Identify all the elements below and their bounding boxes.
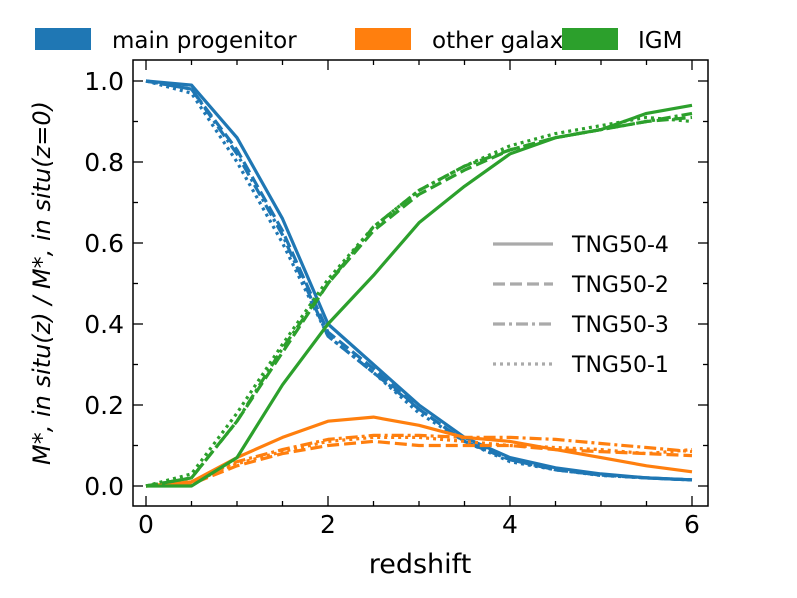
y-tick-label: 0.0: [84, 472, 124, 501]
legend-label: TNG50-2: [571, 273, 669, 298]
run-legend: TNG50-4 TNG50-2 TNG50-3 TNG50-1: [493, 233, 669, 378]
legend-label: TNG50-1: [571, 353, 669, 378]
legend-patch-other-galaxies: [355, 28, 411, 50]
x-tick-label: 2: [320, 510, 336, 539]
y-axis-label: M*, in situ(z) / M*, in situ(z=0): [28, 101, 56, 465]
legend-label: main progenitor: [112, 28, 297, 54]
y-tick-label: 1.0: [84, 67, 124, 96]
x-tick-label: 0: [138, 510, 154, 539]
series-line-IGM-TNG50-2: [145, 115, 693, 488]
y-tick-label: 0.6: [84, 229, 124, 258]
series-line-main-progenitor-TNG50-4: [145, 79, 693, 482]
legend-label: TNG50-4: [571, 233, 669, 258]
y-tick-label: 0.8: [84, 148, 124, 177]
series-line-other-galaxies-TNG50-2: [145, 439, 693, 488]
legend-patch-IGM: [562, 28, 618, 50]
x-tick-label: 4: [502, 510, 518, 539]
ticks: 0 2 4 6 0.0 0.2 0.4 0.6 0.8 1.0: [84, 60, 708, 539]
legend-patch-main-progenitor: [35, 28, 91, 50]
plot-area: [145, 79, 693, 488]
series-line-other-galaxies-TNG50-1: [145, 435, 693, 488]
x-tick-label: 6: [684, 510, 700, 539]
legend-label: IGM: [638, 28, 682, 54]
y-tick-label: 0.2: [84, 391, 124, 420]
series-line-main-progenitor-TNG50-3: [145, 79, 693, 482]
legend-label: TNG50-3: [571, 313, 669, 338]
component-legend: main progenitor other galaxies IGM: [35, 28, 682, 54]
series-line-IGM-TNG50-3: [145, 111, 693, 488]
series-line-other-galaxies-TNG50-3: [145, 433, 693, 488]
y-tick-label: 0.4: [84, 310, 124, 339]
x-axis-label: redshift: [369, 549, 472, 580]
